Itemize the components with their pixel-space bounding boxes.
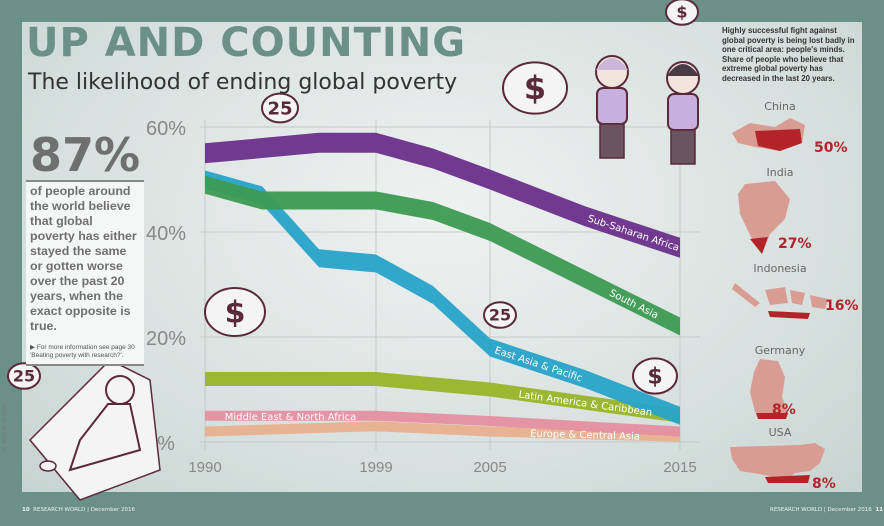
- y-tick-label: 20%: [146, 328, 186, 350]
- cents-coin-icon: [261, 92, 299, 124]
- indonesia-map-icon: [732, 283, 828, 319]
- series-band-middle-east-north-africa: [205, 410, 680, 437]
- series-band-europe-central-asia: [205, 421, 680, 442]
- country-name: USA: [768, 426, 792, 439]
- country-usa: USA 8%: [730, 426, 860, 493]
- page-number: 11: [875, 507, 883, 513]
- china-map-icon: [732, 118, 805, 151]
- stat-box: of people around the world believe that …: [26, 180, 144, 366]
- country-china: China 50%: [730, 100, 860, 157]
- cents-coin-icon: [483, 301, 517, 329]
- dollar-coin-icon-label: $: [225, 296, 246, 331]
- country-indonesia: Indonesia 16%: [730, 262, 860, 329]
- footer-right: RESEARCH WORLD | December 2016 11: [770, 507, 883, 513]
- country-value: 8%: [772, 402, 796, 418]
- page-subtitle: The likelihood of ending global poverty: [28, 70, 458, 95]
- series-label: East Asia & Pacific: [493, 345, 583, 384]
- dollar-coin-icon-label: $: [647, 365, 662, 390]
- country-value: 50%: [814, 140, 848, 156]
- cents-coin-icon: [7, 362, 41, 390]
- shopper-man-icon-legs: [670, 129, 696, 165]
- dollar-coin-icon-label: $: [524, 69, 546, 107]
- shopper-man-icon-hair: [667, 64, 699, 76]
- country-india: India 27%: [730, 166, 860, 263]
- country-name: Germany: [754, 344, 806, 357]
- stat-note-text: For more information see page 30 'Beatin…: [30, 344, 135, 359]
- sitting-person-body: [68, 403, 142, 472]
- x-tick-label: 2015: [663, 459, 696, 476]
- page-title: UP AND COUNTING: [26, 20, 467, 66]
- country-name: Indonesia: [753, 262, 807, 275]
- y-tick-label: 40%: [146, 223, 186, 245]
- shopper-man-icon-body: [667, 93, 699, 131]
- page-number: 10: [22, 507, 30, 513]
- dollar-coin-icon-label: $: [676, 3, 687, 22]
- stat-value: 87%: [30, 128, 141, 182]
- dollar-coin-icon: [632, 357, 678, 395]
- dollar-coin-icon: [665, 0, 699, 26]
- dollar-coin-icon: [204, 287, 266, 337]
- shopper-woman-icon-body: [596, 87, 628, 125]
- country-germany: Germany 8%: [730, 344, 860, 423]
- sitting-person-icon: [105, 375, 135, 405]
- cents-coin-icon-label: 25: [13, 367, 35, 386]
- x-tick-label: 1990: [188, 459, 221, 476]
- y-tick-label: 60%: [146, 118, 186, 140]
- country-name: China: [764, 100, 796, 113]
- x-tick-label: 1999: [359, 459, 392, 476]
- shopper-woman-icon-legs: [599, 123, 625, 159]
- country-name: India: [766, 166, 794, 179]
- side-text: Highly successful fight against global p…: [722, 26, 855, 83]
- series-band-east-asia-pacific: [205, 170, 680, 425]
- infographic-panel: [22, 22, 862, 492]
- begging-cup-icon: [39, 460, 57, 472]
- germany-map-icon: [750, 359, 788, 419]
- country-value: 16%: [825, 298, 859, 314]
- illustration-credit: © PASCAL STEMAN: [2, 401, 8, 450]
- india-map-icon: [738, 181, 790, 254]
- series-label: Middle East & North Africa: [225, 412, 357, 423]
- stat-note: ▶ For more information see page 30 'Beat…: [30, 344, 135, 359]
- usa-map-icon: [730, 443, 825, 483]
- x-tick-label: 2005: [473, 459, 506, 476]
- stat-text: of people around the world believe that …: [30, 184, 137, 333]
- series-band-latin-america-caribbean: [205, 372, 680, 423]
- publication: RESEARCH WORLD | December 2016: [33, 507, 135, 513]
- cents-coin-icon-label: 25: [267, 98, 292, 119]
- shopper-woman-icon-hair: [596, 58, 628, 70]
- dollar-coin-icon: [502, 61, 568, 115]
- series-band-sub-saharan-africa: [205, 132, 680, 258]
- cents-coin-icon-label: 25: [489, 306, 511, 325]
- country-value: 8%: [812, 476, 836, 492]
- country-value: 27%: [778, 236, 812, 252]
- publication: RESEARCH WORLD | December 2016: [770, 507, 872, 513]
- series-label: Europe & Central Asia: [530, 429, 640, 443]
- footer-left: 10 RESEARCH WORLD | December 2016: [22, 507, 135, 513]
- series-band-south-asia: [205, 175, 680, 336]
